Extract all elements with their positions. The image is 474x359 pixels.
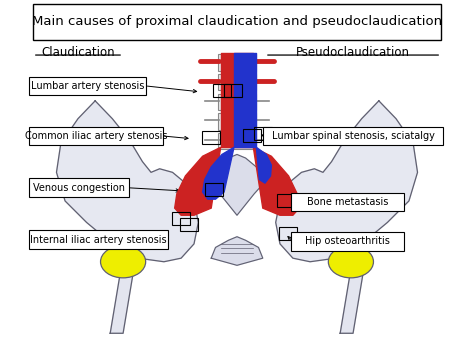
Text: Pseudoclaudication: Pseudoclaudication bbox=[296, 46, 410, 59]
FancyBboxPatch shape bbox=[29, 230, 168, 249]
FancyBboxPatch shape bbox=[291, 232, 404, 251]
FancyBboxPatch shape bbox=[218, 133, 256, 149]
Polygon shape bbox=[110, 269, 134, 333]
FancyBboxPatch shape bbox=[291, 193, 404, 211]
Polygon shape bbox=[56, 101, 198, 262]
Text: Lumbar spinal stenosis, sciatalgy: Lumbar spinal stenosis, sciatalgy bbox=[272, 131, 435, 141]
Text: Claudication: Claudication bbox=[41, 46, 115, 59]
Polygon shape bbox=[253, 147, 299, 215]
FancyBboxPatch shape bbox=[218, 74, 256, 90]
Ellipse shape bbox=[328, 246, 374, 278]
Text: Hip osteoarthritis: Hip osteoarthritis bbox=[305, 236, 390, 246]
FancyBboxPatch shape bbox=[218, 54, 256, 71]
Text: Venous congestion: Venous congestion bbox=[33, 183, 125, 193]
FancyBboxPatch shape bbox=[29, 127, 164, 145]
Polygon shape bbox=[340, 269, 364, 333]
FancyBboxPatch shape bbox=[29, 178, 129, 197]
Polygon shape bbox=[211, 237, 263, 265]
Text: Lumbar artery stenosis: Lumbar artery stenosis bbox=[31, 81, 144, 91]
Polygon shape bbox=[207, 154, 267, 215]
FancyBboxPatch shape bbox=[33, 4, 441, 40]
FancyBboxPatch shape bbox=[263, 127, 443, 145]
Polygon shape bbox=[276, 101, 418, 262]
Polygon shape bbox=[202, 147, 234, 199]
Text: Internal iliac artery stenosis: Internal iliac artery stenosis bbox=[30, 234, 167, 244]
Text: Common iliac artery stenosis: Common iliac artery stenosis bbox=[25, 131, 167, 141]
Polygon shape bbox=[175, 147, 221, 215]
FancyBboxPatch shape bbox=[29, 76, 146, 95]
FancyBboxPatch shape bbox=[218, 113, 256, 130]
Ellipse shape bbox=[100, 246, 146, 278]
FancyBboxPatch shape bbox=[218, 94, 256, 110]
Polygon shape bbox=[256, 147, 272, 183]
Text: Bone metastasis: Bone metastasis bbox=[307, 197, 388, 207]
Text: Main causes of proximal claudication and pseudoclaudication: Main causes of proximal claudication and… bbox=[32, 15, 442, 28]
